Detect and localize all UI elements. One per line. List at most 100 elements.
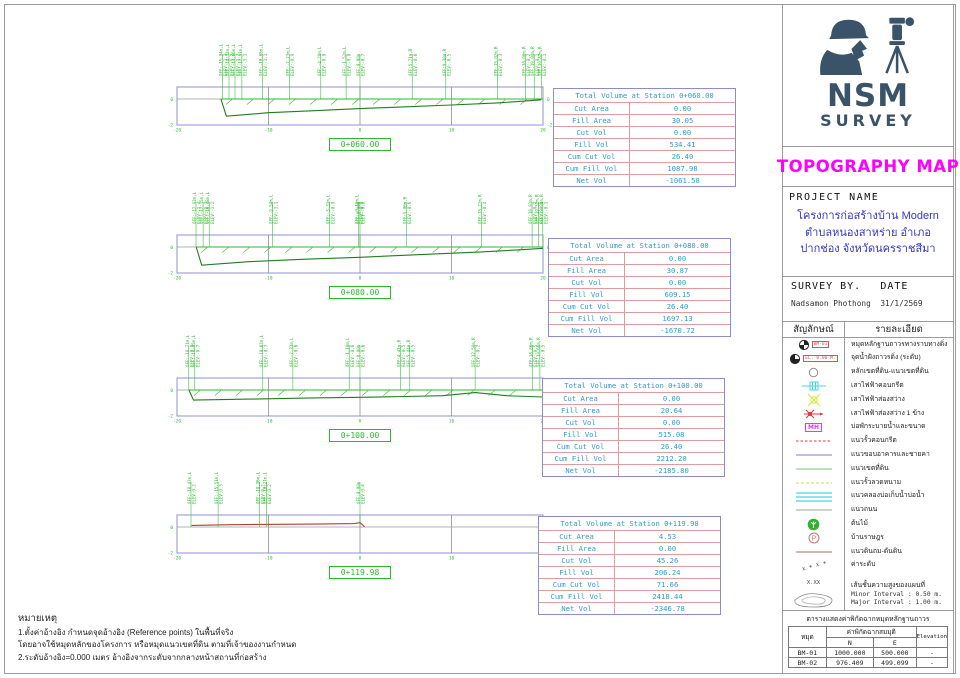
svg-text:OFF:19.82m,RELEV:-0.1: OFF:19.82m,RELEV:-0.1 xyxy=(537,46,547,76)
svg-text:OFF:-7.73m,LELEV:-0.9: OFF:-7.73m,LELEV:-0.9 xyxy=(285,46,295,76)
svg-text:OFF:-10.96m,LELEV:0.2: OFF:-10.96m,LELEV:0.2 xyxy=(256,471,266,504)
legend-item-text: เสาไฟฟ้าคอนกรีต xyxy=(851,382,904,390)
table-row: Fill Vol 515.08 xyxy=(543,428,724,440)
house-icon: P xyxy=(783,531,845,545)
legend-item-text: แนวขอบอาคารและชายคา xyxy=(851,451,930,459)
table-row: Fill Area 0.00 xyxy=(539,542,720,554)
legend-item-text: ค่าระดับ xyxy=(851,561,876,569)
row-label: Fill Area xyxy=(554,115,631,126)
legend-item-text: เสาไฟฟ้าส่องสว่าง xyxy=(851,395,905,403)
station-label: 0+119.98 xyxy=(329,566,391,579)
row-label: Fill Area xyxy=(539,543,616,554)
legend-detail-header: รายละเอียด xyxy=(875,324,923,335)
table-row: Cum Cut Vol 26.40 xyxy=(543,440,724,452)
table-row: Cum Fill Vol 1697.13 xyxy=(549,312,730,324)
svg-text:-10: -10 xyxy=(265,556,273,562)
table-row: Fill Vol 206.24 xyxy=(539,566,720,578)
svg-text:OFF:18.81m,RELEV:-0.2: OFF:18.81m,RELEV:-0.2 xyxy=(528,194,538,224)
col-coord-group: ค่าพิกัดฉากสมมุติ xyxy=(825,626,917,638)
table-row: Cum Fill Vol 2418.44 xyxy=(539,590,720,602)
svg-text:-20: -20 xyxy=(173,419,181,425)
table-row: Cut Area 4.53 xyxy=(539,530,720,542)
row-label: Cum Cut Vol xyxy=(549,301,626,312)
legend-item: x + x + ค่าระดับ xyxy=(783,559,953,573)
row-value: 515.08 xyxy=(658,430,685,439)
legend-item-text: แนวเขตที่ดิน xyxy=(851,464,889,472)
title-block-panel: NSM SURVEY TOPOGRAPHY MAP PROJECT NAME โ… xyxy=(777,4,959,674)
legend-item: เสาไฟฟ้าส่องสว่าง xyxy=(783,393,953,407)
svg-text:OFF:0.00mELEV:0.4: OFF:0.00mELEV:0.4 xyxy=(356,481,366,504)
cross-section: OFF:-18.47m,LELEV:0.2 OFF:-15.51m,LELEV:0… xyxy=(140,461,600,573)
legend-items: BM-01 หมุดหลักฐานถาวรทางราบทางดิ่ง EL. 0.0… xyxy=(783,338,953,610)
legend-item: P บ้านราษฎร xyxy=(783,531,953,545)
benchmark-icon: BM-01 xyxy=(783,338,845,352)
row-value: 2212.20 xyxy=(656,454,687,463)
svg-text:0: 0 xyxy=(359,276,362,282)
svg-text:OFF:19.52m,RELEV:-0.1: OFF:19.52m,RELEV:-0.1 xyxy=(535,194,545,224)
table-row: Net Vol -1670.72 xyxy=(549,324,730,336)
legend-item: เสาไฟฟ้าคอนกรีต xyxy=(783,379,953,394)
legend-item: แนวเขตที่ดิน xyxy=(783,462,953,476)
project-line: ตำบลหนองสาหร่าย อำเภอ xyxy=(805,226,931,239)
svg-text:-2: -2 xyxy=(168,271,174,277)
row-value: 2418.44 xyxy=(652,592,683,601)
svg-text:OFF:0.00mELEV:-0.7: OFF:0.00mELEV:-0.7 xyxy=(356,53,366,76)
legend-item: BM-01 หมุดหลักฐานถาวรทางราบทางดิ่ง xyxy=(783,338,953,352)
table-cell: 500.000 xyxy=(873,647,917,658)
legend-item-text: แนวรั้วลวดหนาม xyxy=(851,478,902,486)
row-label: Cum Cut Vol xyxy=(539,579,616,590)
street-light-icon xyxy=(783,393,845,407)
row-value: 71.66 xyxy=(656,580,679,589)
project-name-label: PROJECT NAME xyxy=(789,192,880,203)
table-cell: BM-01 xyxy=(788,647,827,658)
notes-block: หมายเหตุ 1.ตั้งค่าอ้างอิง กำหนดจุดอ้างอิ… xyxy=(18,611,488,664)
legend-item-text: เส้นชั้นความสูงของแผนที่ Minor Interval :… xyxy=(845,573,953,610)
col-elevation: Elevation xyxy=(915,626,949,648)
legend-item-text: จุดน้ำฝังถาวรดิ่ง (ระดับ) xyxy=(851,354,921,362)
volume-table-title: Total Volume at Station 0+100.00 xyxy=(564,381,703,390)
svg-text:10: 10 xyxy=(449,556,455,562)
row-value: 0.00 xyxy=(673,128,692,137)
table-cell: 976.409 xyxy=(825,657,875,668)
concrete-pole-icon xyxy=(783,379,845,394)
contour-interval-note: Major Interval : 1.00 m. xyxy=(851,598,942,606)
legend-item: แนวถนน xyxy=(783,503,953,518)
svg-text:OFF:-9.54m,LELEV:-1.1: OFF:-9.54m,LELEV:-1.1 xyxy=(269,194,279,224)
svg-text:20: 20 xyxy=(540,128,546,134)
row-label: Cut Area xyxy=(549,253,626,264)
legend-item: แนวดินถม-ดันดิน xyxy=(783,544,953,559)
legend-block: สัญลักษณ์ รายละเอียด BM-01 หมุดหลักฐานถาว… xyxy=(783,322,953,611)
volume-table-title: Total Volume at Station 0+080.00 xyxy=(570,241,709,250)
project-name-text: โครงการก่อสร้างบ้าน Modern ตำบลหนองสาหร่… xyxy=(789,208,947,258)
row-label: Net Vol xyxy=(554,175,631,186)
station-label: 0+100.00 xyxy=(329,429,391,442)
manhole-icon: MH xyxy=(783,420,845,435)
table-row: Cum Cut Vol 26.40 xyxy=(549,300,730,312)
cross-section: OFF:-15.04m,LELEV:-1.3 OFF:-14.32m,LELEV:… xyxy=(140,33,600,145)
contour-interval-note: Minor Interval : 0.50 m. xyxy=(851,590,942,598)
row-label: Net Vol xyxy=(543,465,620,476)
row-label: Cut Area xyxy=(539,531,616,542)
svg-text:0: 0 xyxy=(359,128,362,134)
concrete-fence-icon xyxy=(783,434,845,449)
svg-text:OFF:-0.18m,LELEV:-0.8: OFF:-0.18m,LELEV:-0.8 xyxy=(354,194,364,224)
building-edge-icon xyxy=(783,448,845,463)
svg-text:OFF:19.04m,RELEV:-0.1: OFF:19.04m,RELEV:-0.1 xyxy=(530,46,540,76)
table-row: Cum Cut Vol 26.40 xyxy=(554,150,735,162)
row-value: -2346.78 xyxy=(650,604,685,613)
legend-item: X.XX เส้นชั้นความสูงของแผนที่ Minor Interv… xyxy=(783,572,953,610)
legend-item: เสาไฟฟ้าส่องสว่าง 1 ข้าง xyxy=(783,406,953,421)
coordinate-table-body: BM-01 1000.000 500.000- BM-02 976.409 499.099… xyxy=(788,647,949,668)
table-row: Cum Cut Vol 71.66 xyxy=(539,578,720,590)
legend-item: ต้นไม้ xyxy=(783,517,953,532)
svg-text:OFF:-10.21m,LELEV:0.2: OFF:-10.21m,LELEV:0.2 xyxy=(263,471,273,504)
row-value: 4.53 xyxy=(658,532,677,541)
svg-text:10: 10 xyxy=(449,419,455,425)
row-value: 0.00 xyxy=(658,544,677,553)
row-value: 206.24 xyxy=(654,568,681,577)
table-row: Fill Area 30.87 xyxy=(549,264,730,276)
legend-item-text: บ่อพักระบายน้ำและขนาด xyxy=(851,423,926,431)
row-value: 0.00 xyxy=(673,104,692,113)
cross-section-plot: OFF:-18.47m,LELEV:0.2 OFF:-15.51m,LELEV:0… xyxy=(168,471,553,562)
svg-text:10: 10 xyxy=(449,128,455,134)
